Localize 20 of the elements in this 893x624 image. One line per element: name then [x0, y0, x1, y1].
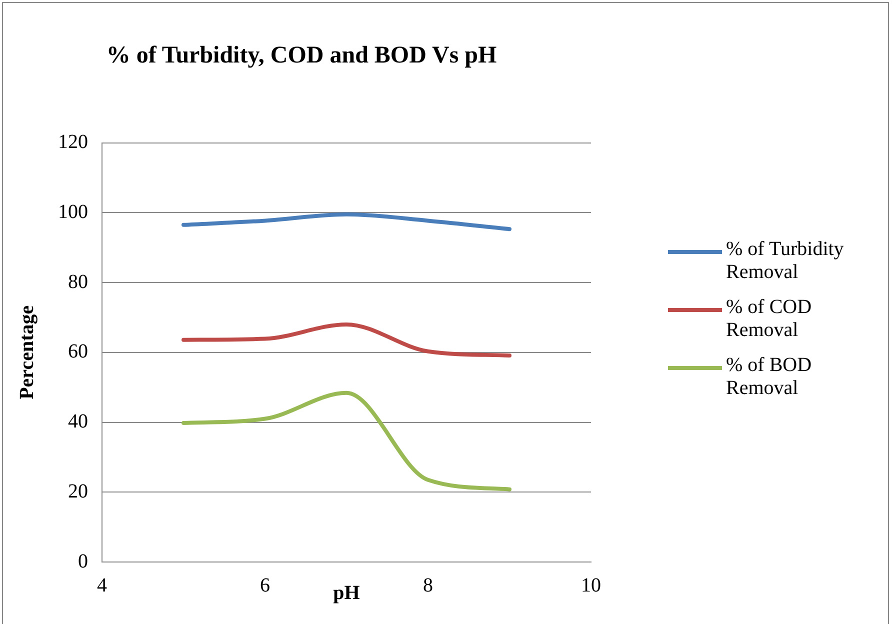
legend-label: % of Turbidity Removal — [726, 238, 845, 284]
x-tick-label: 8 — [423, 574, 433, 596]
legend-label: % of BOD Removal — [726, 354, 813, 400]
line-series — [182, 390, 512, 492]
y-axis-title: Percentage — [16, 305, 38, 400]
line-series — [182, 212, 512, 232]
chart-title: % of Turbidity, COD and BOD Vs pH — [106, 42, 498, 69]
y-tick-label: 100 — [58, 200, 88, 223]
x-tick-label: 4 — [97, 574, 107, 596]
y-tick-label: 60 — [68, 340, 88, 363]
y-tick-label: 0 — [78, 550, 88, 572]
y-tick-label: 120 — [58, 131, 88, 154]
y-tick-label: 40 — [68, 410, 88, 433]
x-tick-label: 6 — [260, 574, 270, 596]
legend-label: % of COD Removal — [726, 296, 813, 342]
y-tick-label: 20 — [68, 480, 88, 502]
x-tick-label: 10 — [581, 574, 601, 596]
x-axis-title: pH — [333, 582, 360, 604]
line-series — [182, 322, 512, 358]
y-tick-label: 80 — [68, 270, 88, 293]
